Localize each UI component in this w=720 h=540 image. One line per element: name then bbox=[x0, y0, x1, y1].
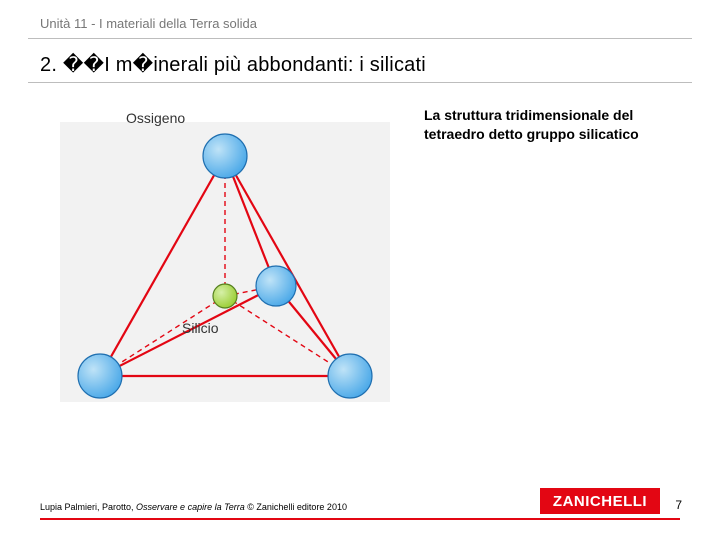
footer-copyright: © Zanichelli editore 2010 bbox=[245, 502, 347, 512]
oxygen-atom-top bbox=[203, 134, 247, 178]
footer-authors: Lupia Palmieri, Parotto, bbox=[40, 502, 136, 512]
tetrahedron-diagram: Ossigeno Silicio bbox=[40, 100, 410, 420]
divider-title bbox=[28, 82, 692, 83]
silicon-label: Silicio bbox=[182, 320, 219, 336]
divider-top bbox=[28, 38, 692, 39]
tetrahedron-svg bbox=[40, 100, 410, 420]
page-number: 7 bbox=[675, 498, 682, 512]
publisher-logo: ZANICHELLI bbox=[540, 488, 660, 514]
unit-header: Unità 11 - I materiali della Terra solid… bbox=[40, 16, 257, 31]
footer-credits: Lupia Palmieri, Parotto, Osservare e cap… bbox=[40, 502, 347, 512]
slide: Unità 11 - I materiali della Terra solid… bbox=[0, 0, 720, 540]
figure-caption: La struttura tridimensionale del tetraed… bbox=[424, 106, 684, 144]
footer: Lupia Palmieri, Parotto, Osservare e cap… bbox=[0, 482, 720, 540]
oxygen-label: Ossigeno bbox=[126, 110, 185, 126]
oxygen-atom-right bbox=[328, 354, 372, 398]
silicon-atom-center bbox=[213, 284, 237, 308]
page-title: 2. ��I m�inerali più abbondanti: i silic… bbox=[40, 52, 426, 77]
oxygen-atom-left bbox=[78, 354, 122, 398]
title-prefix: 2. bbox=[40, 54, 63, 76]
oxygen-atom-back bbox=[256, 266, 296, 306]
title-rest: più abbondanti: i silicati bbox=[208, 54, 426, 76]
footer-work: Osservare e capire la Terra bbox=[136, 502, 245, 512]
footer-bar bbox=[40, 518, 680, 520]
title-garble: ��I m�inerali bbox=[63, 54, 208, 76]
